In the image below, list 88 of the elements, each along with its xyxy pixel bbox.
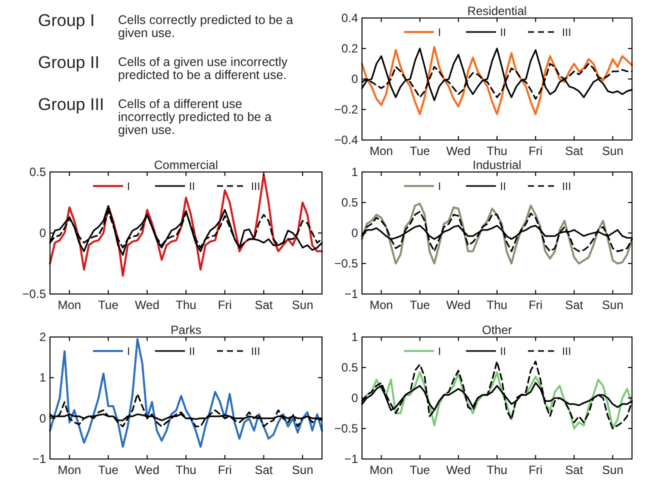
- y-tick-label: −1: [344, 452, 358, 466]
- y-tick-label: 0.5: [29, 165, 46, 179]
- text: Group II: [38, 53, 100, 72]
- y-tick-label: −0.2: [334, 102, 358, 116]
- y-tick-label: 0: [351, 72, 358, 86]
- y-tick-label: 0.5: [341, 360, 358, 374]
- y-tick-label: 1: [351, 165, 358, 179]
- x-tick-label: Thu: [486, 463, 508, 477]
- y-tick-label: −0.5: [334, 256, 358, 270]
- text: Group I: [38, 11, 95, 30]
- x-tick-label: Thu: [176, 463, 196, 477]
- y-tick-label: 1: [39, 370, 46, 385]
- y-tick-label: −0.5: [22, 287, 46, 301]
- legend-label: III: [562, 181, 572, 193]
- line-series: [361, 371, 633, 430]
- legend-label: II: [500, 181, 506, 193]
- y-tick-label: −1: [344, 287, 358, 301]
- x-tick-label: Sun: [292, 298, 314, 312]
- legend-label: I: [438, 346, 442, 358]
- line-series: [49, 173, 323, 277]
- y-tick-label: −0.4: [334, 133, 358, 147]
- x-tick-label: Mon: [370, 144, 393, 158]
- x-tick-label: Tue: [98, 298, 119, 312]
- y-tick-label: 0: [39, 411, 46, 426]
- y-tick-label: −1: [32, 452, 46, 466]
- legend-label: III: [562, 346, 572, 358]
- x-tick-label: Thu: [486, 298, 508, 312]
- legend-label: I: [127, 181, 130, 193]
- x-tick-label: Wed: [446, 144, 471, 158]
- legend-label: II: [189, 346, 196, 358]
- x-tick-label: Sun: [602, 298, 624, 312]
- legend-label: III: [562, 27, 572, 39]
- x-tick-label: Mon: [370, 298, 393, 312]
- y-tick-label: 0: [39, 226, 46, 240]
- x-tick-label: Sun: [602, 144, 624, 158]
- y-tick-label: 0: [351, 226, 358, 240]
- legend-label: III: [251, 181, 260, 193]
- y-tick-label: 0.4: [341, 11, 358, 25]
- y-tick-label: 1: [351, 330, 358, 344]
- text: Cells of a different use incorrectly predicted to be a given use.: [118, 97, 272, 137]
- chart-title: Parks: [170, 323, 202, 337]
- x-tick-label: Fri: [218, 298, 232, 312]
- legend-label: II: [500, 346, 506, 358]
- x-tick-label: Fri: [218, 463, 232, 477]
- x-tick-label: Tue: [410, 144, 430, 158]
- line-series: [49, 338, 323, 448]
- y-tick-label: 0: [351, 391, 358, 405]
- legend-label: II: [189, 181, 196, 193]
- y-tick-label: 0.5: [341, 196, 358, 210]
- line-series: [361, 202, 633, 264]
- x-tick-label: Sun: [292, 463, 314, 477]
- chart-title: Commercial: [154, 158, 218, 172]
- x-tick-label: Mon: [58, 298, 82, 312]
- x-tick-label: Fri: [528, 144, 543, 158]
- x-tick-label: Thu: [486, 144, 508, 158]
- y-tick-label: 2: [39, 330, 46, 344]
- x-tick-label: Mon: [58, 463, 82, 477]
- x-tick-label: Mon: [370, 463, 393, 477]
- x-tick-label: Sat: [565, 298, 584, 312]
- x-tick-label: Sat: [254, 298, 274, 312]
- x-tick-label: Wed: [134, 463, 160, 477]
- x-tick-label: Tue: [410, 298, 430, 312]
- x-tick-label: Fri: [528, 463, 543, 477]
- chart-title: Industrial: [472, 158, 522, 172]
- legend-label: III: [251, 346, 260, 358]
- chart-title: Residential: [467, 4, 527, 18]
- x-tick-label: Fri: [528, 298, 543, 312]
- legend-label: II: [500, 27, 506, 39]
- x-tick-label: Thu: [176, 298, 196, 312]
- x-tick-label: Sun: [602, 463, 624, 477]
- text: Cells correctly predicted to be a given use.: [118, 13, 294, 40]
- x-tick-label: Sat: [254, 463, 274, 477]
- chart-title: Other: [482, 323, 512, 337]
- y-tick-label: −0.5: [334, 422, 358, 436]
- x-tick-label: Sat: [565, 463, 584, 477]
- x-tick-label: Wed: [134, 298, 160, 312]
- x-tick-label: Tue: [410, 463, 430, 477]
- line-series: [361, 46, 633, 116]
- text: Group III: [38, 95, 104, 114]
- x-tick-label: Sat: [565, 144, 584, 158]
- x-tick-label: Wed: [446, 298, 471, 312]
- legend-label: I: [127, 346, 130, 358]
- x-tick-label: Tue: [98, 463, 119, 477]
- x-tick-label: Wed: [446, 463, 471, 477]
- legend-label: I: [438, 181, 442, 193]
- legend-label: I: [438, 27, 442, 39]
- text: Cells of a given use incorrectly predicted to be a different use.: [118, 55, 288, 82]
- y-tick-label: 0.2: [341, 42, 358, 56]
